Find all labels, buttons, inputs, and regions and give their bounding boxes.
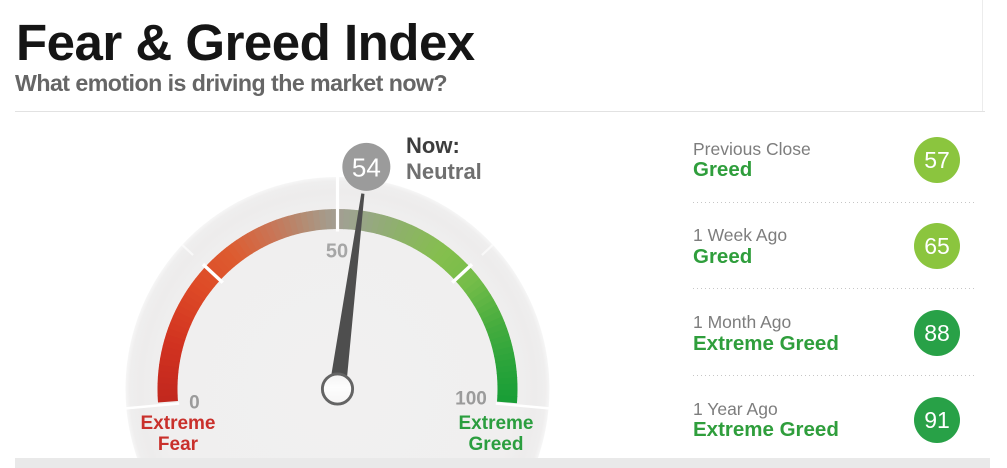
svg-text:54: 54 <box>352 152 381 182</box>
svg-text:50: 50 <box>326 240 348 262</box>
svg-text:100: 100 <box>455 389 487 410</box>
svg-text:0: 0 <box>189 392 200 413</box>
